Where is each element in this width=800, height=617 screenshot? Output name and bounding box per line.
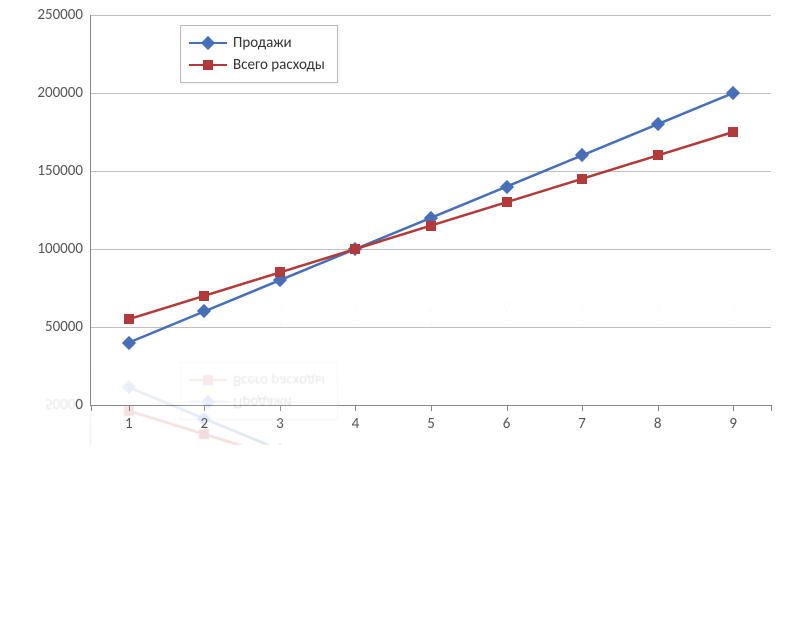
legend-item: Всего расходы <box>189 54 325 76</box>
chart-container: 0 50000 100000 150000 200000 250000 1 2 3 4 5 6 7 8 9 П… <box>0 0 800 617</box>
marker-square <box>728 127 738 137</box>
x-tick <box>733 405 734 411</box>
x-tick <box>658 405 659 411</box>
x-tick-label: 5 <box>427 415 435 433</box>
x-tick-label: 3 <box>276 415 284 433</box>
y-tick-label: 50000 <box>45 318 83 336</box>
marker-square <box>426 221 436 231</box>
y-tick-label: 200000 <box>37 84 83 102</box>
legend-swatch <box>189 32 227 54</box>
marker-square <box>350 244 360 254</box>
x-tick <box>204 405 205 411</box>
x-tick <box>280 405 281 411</box>
x-tick-label: 1 <box>125 415 133 433</box>
x-tick <box>582 405 583 411</box>
x-tick <box>91 405 92 411</box>
marker-square <box>199 291 209 301</box>
y-tick-label: 250000 <box>37 6 83 24</box>
y-tick-label: 150000 <box>37 162 83 180</box>
legend: Продажи Всего расходы <box>180 25 338 83</box>
marker-square <box>275 267 285 277</box>
x-tick-label: 4 <box>352 415 360 433</box>
x-tick-label: 9 <box>729 415 737 433</box>
marker-square <box>653 150 663 160</box>
x-tick <box>129 405 130 411</box>
legend-label: Продажи <box>233 34 292 52</box>
x-tick-label: 8 <box>654 415 662 433</box>
marker-square <box>577 174 587 184</box>
x-tick <box>431 405 432 411</box>
y-tick-label: 100000 <box>37 240 83 258</box>
legend-item: Продажи <box>189 32 325 54</box>
marker-square <box>203 60 213 70</box>
x-tick <box>771 405 772 411</box>
x-tick-label: 6 <box>503 415 511 433</box>
marker-diamond <box>201 36 215 50</box>
line-chart: 0 50000 100000 150000 200000 250000 1 2 3 4 5 6 7 8 9 П… <box>0 0 800 455</box>
x-tick <box>507 405 508 411</box>
marker-square <box>502 197 512 207</box>
marker-square <box>124 314 134 324</box>
x-tick-label: 7 <box>578 415 586 433</box>
legend-label: Всего расходы <box>233 56 325 74</box>
x-tick <box>355 405 356 411</box>
y-tick-label: 0 <box>75 396 83 414</box>
x-tick-label: 2 <box>201 415 209 433</box>
legend-swatch <box>189 54 227 76</box>
